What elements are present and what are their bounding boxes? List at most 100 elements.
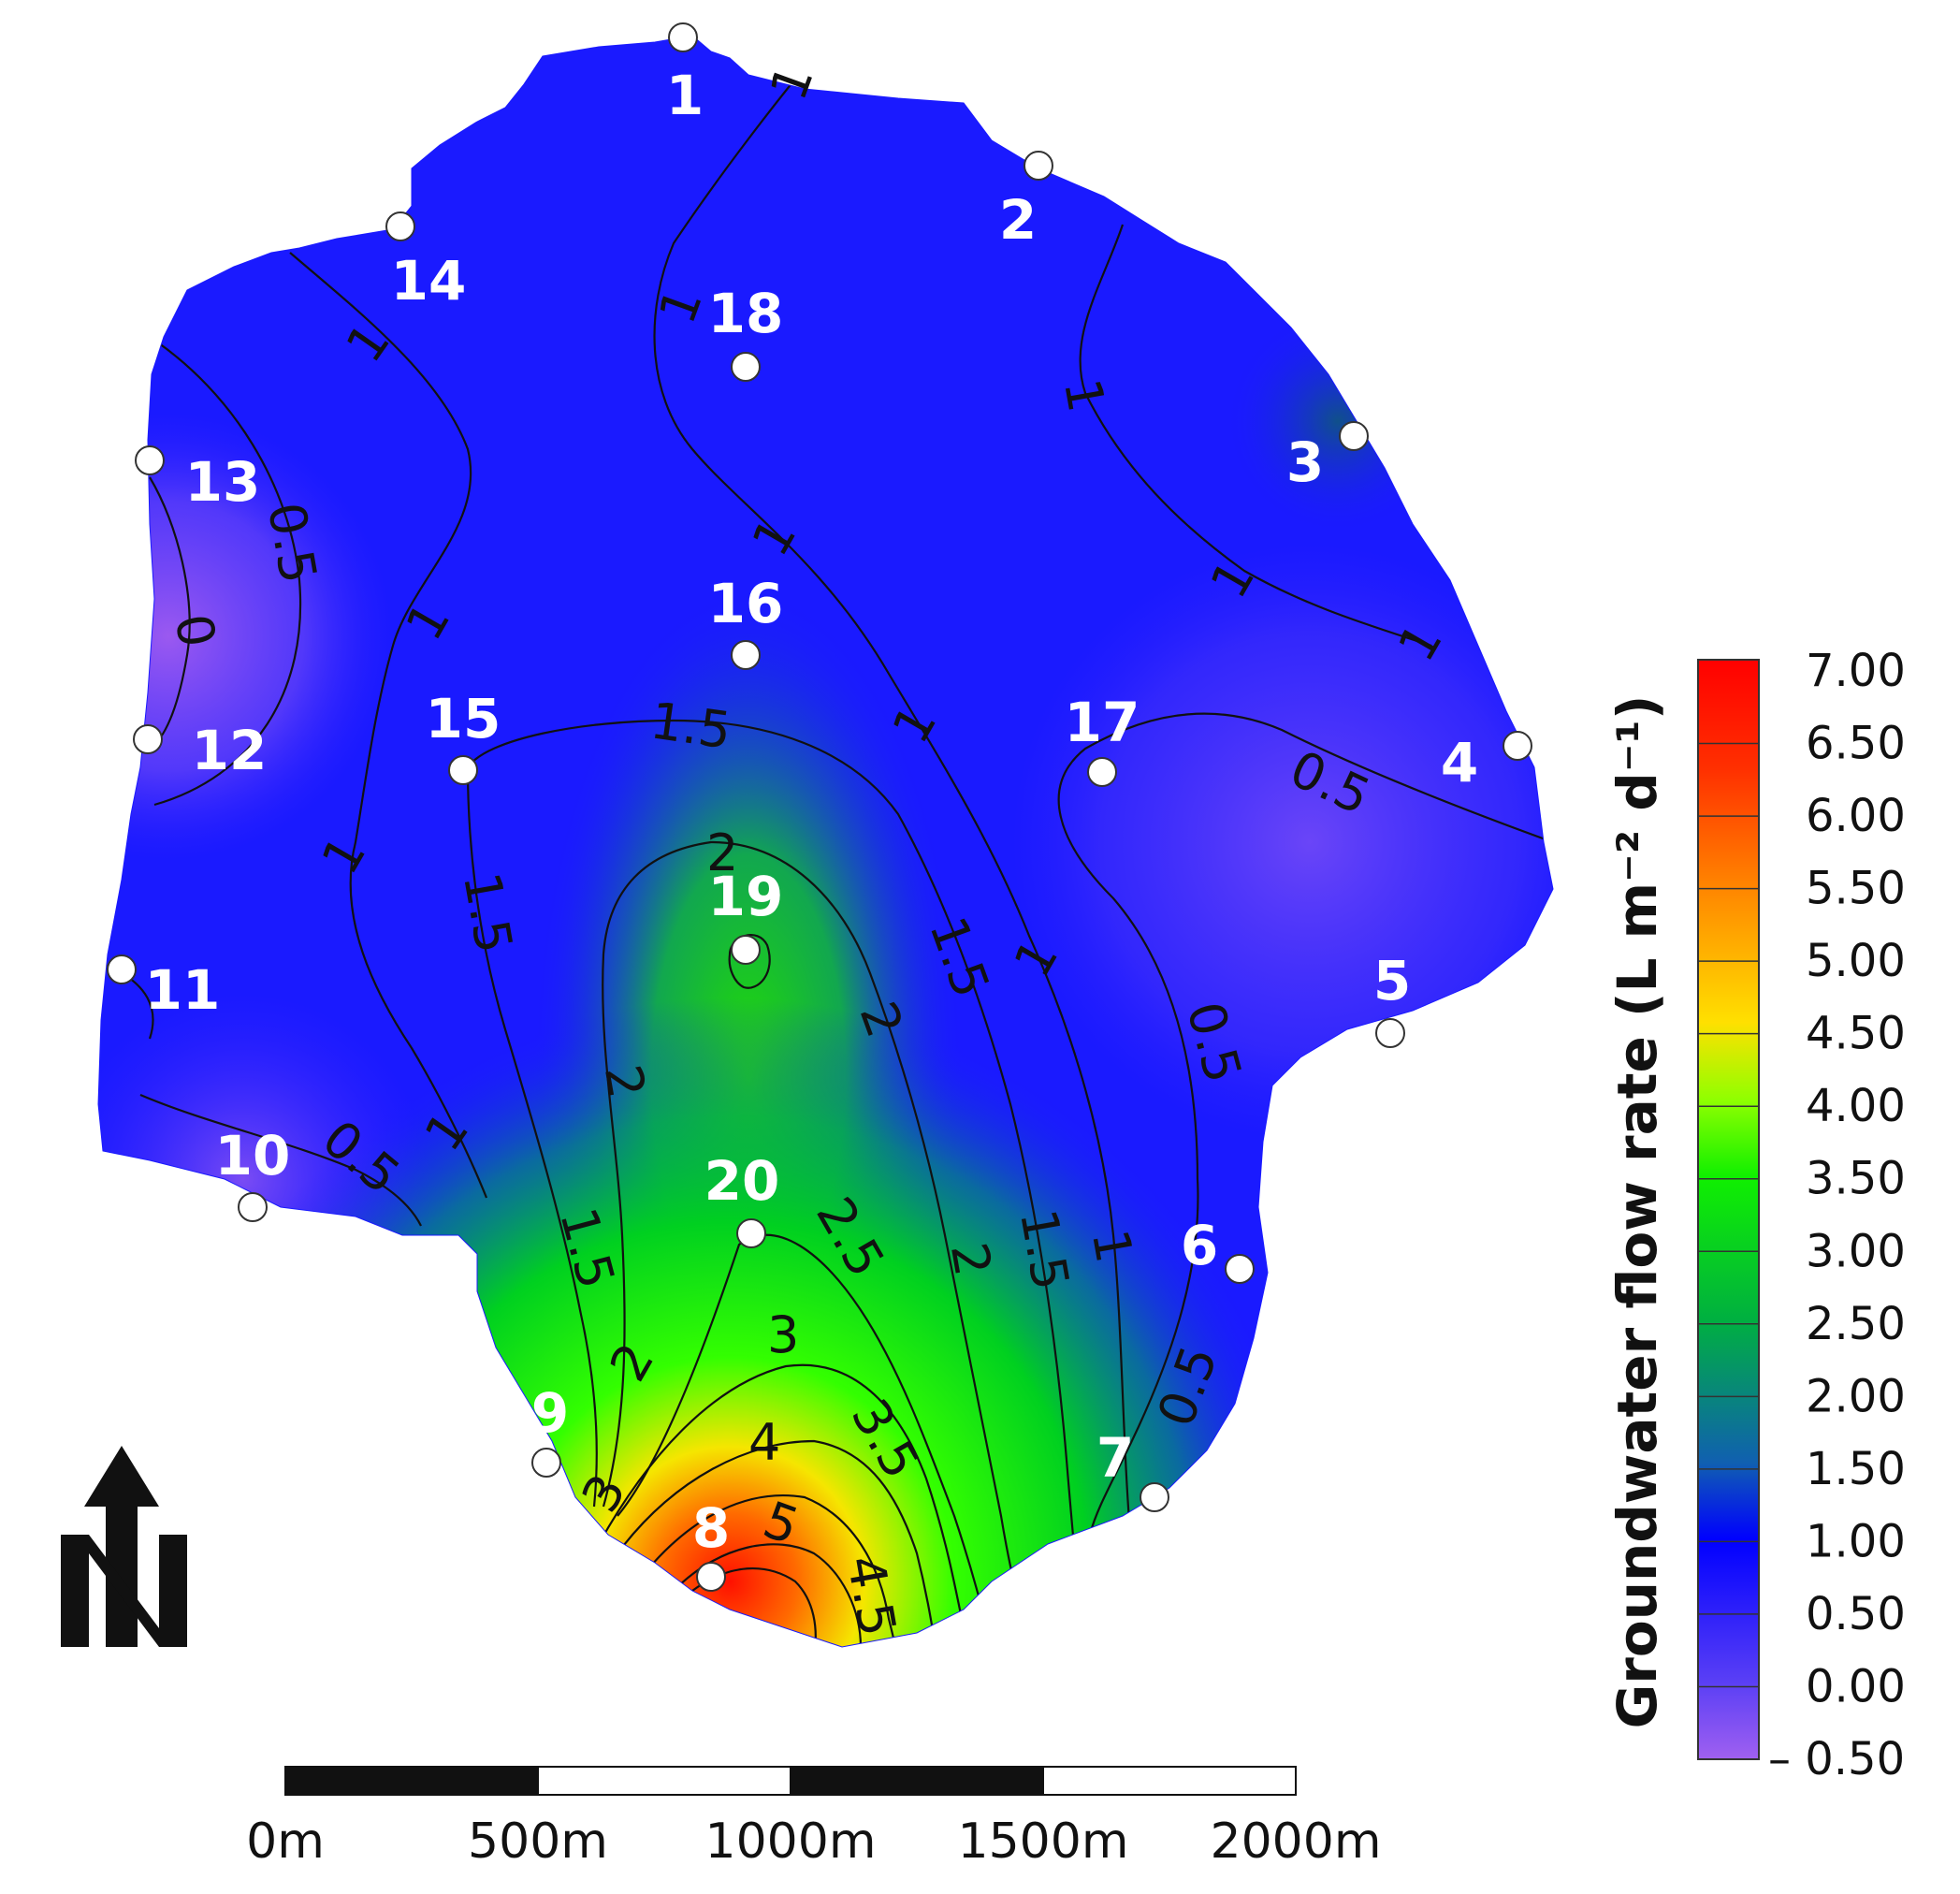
legend-tick-label: 3.50: [1806, 1153, 1906, 1205]
contour-line-1-west: [289, 252, 488, 1199]
station-marker: [1140, 1482, 1169, 1512]
contour-line-4: [645, 1494, 900, 1647]
scale-label: 2000m: [1211, 1814, 1382, 1870]
station-label: 15: [426, 687, 501, 750]
contour-label: 3: [767, 1305, 799, 1364]
legend-tick-label: 4.50: [1806, 1008, 1906, 1060]
station-marker: [1087, 757, 1117, 787]
contour-line-05-east: [1057, 712, 1553, 1536]
station-label: 14: [391, 249, 467, 313]
station-label: 13: [185, 450, 261, 514]
contour-line-3: [598, 1363, 965, 1629]
legend-tick-label: 6.00: [1806, 790, 1906, 842]
contour-label: 4.5: [835, 1552, 907, 1641]
station-marker: [1503, 731, 1532, 761]
station-marker: [731, 935, 761, 965]
station-marker: [238, 1192, 268, 1222]
contour-label: 4: [748, 1413, 780, 1472]
contour-line-15-outer: [467, 719, 1082, 1610]
scale-segment: [284, 1766, 539, 1796]
station-marker: [531, 1448, 561, 1478]
station-marker: [135, 445, 165, 475]
contour-line-05-southwest: [139, 1093, 422, 1227]
legend-title: Groundwater flow rate (L m⁻² d⁻¹): [1605, 695, 1669, 1729]
flow-rate-surface: [98, 36, 1553, 1647]
contour-label: 2: [706, 823, 738, 882]
scale-segment: [790, 1766, 1044, 1796]
station-label: 20: [704, 1149, 780, 1213]
contour-line-0: [149, 476, 191, 750]
legend-tick-label: 5.00: [1806, 935, 1906, 987]
station-marker: [731, 640, 761, 670]
contour-line-2: [602, 840, 1031, 1639]
station-marker: [1375, 1018, 1405, 1048]
station-label: 5: [1373, 949, 1411, 1013]
station-label: 18: [708, 282, 784, 345]
station-marker: [107, 954, 137, 984]
station-label: 9: [531, 1381, 569, 1445]
legend-ticks: 7.00 6.50 6.00 5.50 5.00 4.50 4.00 3.50 3.00 2.50…: [1698, 645, 1906, 1785]
station-label: 1: [666, 64, 704, 127]
station-label: 8: [692, 1496, 730, 1560]
contour-label: 1.5: [1009, 1205, 1081, 1295]
legend-tick-label: 2.50: [1806, 1298, 1906, 1350]
contour-label: 1.5: [647, 691, 735, 760]
contour-lines: [102, 55, 1553, 1647]
contour-label: 0.5: [256, 498, 328, 588]
legend-tick-label: 1.50: [1806, 1443, 1906, 1495]
north-arrow-icon: [61, 1446, 187, 1647]
station-marker: [696, 1562, 726, 1592]
station-marker: [1225, 1254, 1255, 1284]
station-label: 12: [192, 719, 268, 782]
station-label: 6: [1181, 1214, 1218, 1277]
legend-tick-label: 7.00: [1806, 645, 1906, 697]
station-marker: [448, 755, 478, 785]
legend-tick-label: 0.50: [1806, 1588, 1906, 1640]
station-marker: [385, 211, 415, 241]
contour-line-1-north: [653, 55, 1134, 1554]
station-label: 17: [1065, 691, 1140, 754]
legend-tick-label: 4.00: [1806, 1080, 1906, 1132]
color-legend: 7.00 6.50 6.00 5.50 5.00 4.50 4.00 3.50 3.00 2.50…: [1605, 645, 1906, 1785]
contour-label: 1.5: [452, 868, 524, 958]
scale-label: 500m: [468, 1814, 608, 1870]
station-label: 16: [708, 572, 784, 635]
station-marker: [1339, 421, 1369, 451]
station-marker: [668, 22, 698, 52]
legend-tick-label: 1.00: [1806, 1515, 1906, 1567]
station-label: 4: [1441, 731, 1478, 794]
surface-hotspot: [98, 36, 1553, 1647]
contour-line-35: [617, 1439, 937, 1647]
legend-tick-label: 3.00: [1806, 1225, 1906, 1277]
contour-line-1-east: [1079, 224, 1432, 648]
scale-label: 1500m: [958, 1814, 1129, 1870]
contour-line-45: [673, 1543, 863, 1647]
legend-tick-label: – 0.50: [1768, 1733, 1905, 1785]
station-marker: [133, 724, 163, 754]
station-label: 7: [1096, 1426, 1134, 1490]
station-label: 11: [145, 958, 221, 1022]
legend-tick-label: 0.00: [1806, 1660, 1906, 1712]
contour-line-25: [617, 1233, 994, 1647]
station-marker: [736, 1218, 766, 1248]
legend-tick-label: 5.50: [1806, 863, 1906, 915]
scale-segment: [537, 1766, 791, 1796]
contour-line-15-inner-west: [466, 766, 598, 1508]
station-label: 2: [999, 188, 1037, 252]
station-label: 10: [215, 1124, 291, 1187]
contour-line-05-west: [149, 336, 302, 807]
legend-colorbar: [1697, 659, 1760, 1760]
legend-tick-label: 6.50: [1806, 718, 1906, 770]
scale-bar: 0m 500m 1000m 1500m 2000m: [246, 1766, 1382, 1870]
station-label: 3: [1286, 430, 1324, 494]
scale-label: 1000m: [705, 1814, 877, 1870]
scale-label: 0m: [246, 1814, 325, 1870]
station-marker: [731, 352, 761, 382]
legend-tick-label: 2.00: [1806, 1370, 1906, 1422]
scale-segment: [1042, 1766, 1297, 1796]
station-marker: [1024, 151, 1053, 181]
station-label: 19: [708, 865, 784, 928]
